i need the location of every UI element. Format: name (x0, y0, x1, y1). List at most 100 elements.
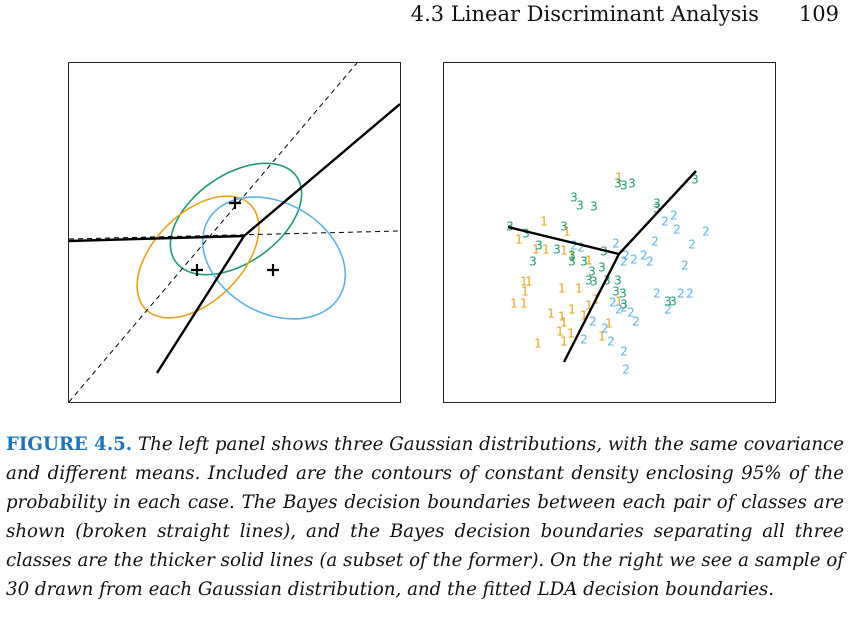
pairwise-boundary-1 (69, 63, 358, 402)
sample-point-class-3: 3 (603, 274, 611, 288)
sample-point-class-3: 3 (560, 220, 568, 234)
left-panel-plot (69, 63, 400, 402)
sample-point-class-1: 1 (540, 215, 548, 229)
sample-point-class-3: 3 (620, 298, 628, 312)
sample-point-class-1: 1 (558, 282, 566, 296)
sample-point-class-2: 2 (681, 259, 689, 273)
sample-point-class-1: 1 (567, 327, 575, 341)
sample-point-class-2: 2 (640, 249, 648, 263)
sample-point-class-3: 3 (612, 285, 620, 299)
sample-point-class-1: 1 (563, 225, 571, 239)
sample-point-class-2: 2 (688, 238, 696, 252)
sample-point-class-3: 3 (568, 249, 576, 263)
sample-point-class-3: 3 (653, 202, 661, 216)
sample-point-class-2: 2 (651, 235, 659, 249)
sample-point-class-2: 2 (620, 301, 628, 315)
running-head: 4.3 Linear Discriminant Analysis 109 (411, 2, 839, 26)
sample-point-class-3: 3 (614, 177, 622, 191)
sample-point-class-3: 3 (568, 255, 576, 269)
sample-point-class-1: 1 (558, 310, 566, 324)
left-panel (68, 62, 401, 403)
sample-point-class-2: 2 (607, 335, 615, 349)
bayes-boundary-1 (69, 234, 245, 243)
lda-boundary-3 (562, 253, 621, 363)
sample-point-class-3: 3 (580, 255, 588, 269)
sample-point-class-1: 1 (525, 275, 533, 289)
sample-point-class-1: 1 (556, 325, 564, 339)
sample-point-class-2: 2 (632, 315, 640, 329)
page-number: 109 (798, 2, 839, 26)
sample-point-class-1: 1 (534, 337, 542, 351)
sample-point-class-3: 3 (570, 191, 578, 205)
sample-point-class-1: 1 (560, 316, 568, 330)
sample-point-class-1: 1 (598, 330, 606, 344)
sample-point-class-3: 3 (669, 295, 677, 309)
sample-point-class-1: 1 (585, 299, 593, 313)
sample-point-class-2: 2 (673, 223, 681, 237)
sample-point-class-1: 1 (560, 244, 568, 258)
sample-point-class-1: 1 (532, 243, 540, 257)
sample-point-class-2: 2 (601, 322, 609, 336)
sample-point-class-3: 3 (664, 295, 672, 309)
sample-point-class-3: 3 (619, 287, 627, 301)
sample-point-class-2: 2 (653, 287, 661, 301)
sample-point-class-3: 3 (628, 177, 636, 191)
lda-boundary-1 (507, 225, 620, 256)
contour-ellipse-class-1 (136, 195, 260, 319)
sample-point-class-3: 3 (588, 265, 596, 279)
sample-point-class-1: 1 (520, 275, 528, 289)
sample-point-class-2: 2 (612, 237, 620, 251)
contour-ellipse-class-2 (201, 196, 347, 320)
sample-point-class-2: 2 (577, 241, 585, 255)
sample-point-class-3: 3 (691, 173, 699, 187)
sample-point-class-3: 3 (522, 227, 530, 241)
sample-point-class-1: 1 (510, 297, 518, 311)
sample-point-class-3: 3 (529, 255, 537, 269)
sample-point-class-2: 2 (589, 315, 597, 329)
sample-point-class-2: 2 (664, 303, 672, 317)
sample-point-class-3: 3 (590, 200, 598, 214)
mean-marker-class-1 (191, 264, 203, 276)
sample-point-class-1: 1 (520, 297, 528, 311)
sample-point-class-1: 1 (580, 309, 588, 323)
sample-point-class-3: 3 (614, 274, 622, 288)
sample-point-class-2: 2 (670, 209, 678, 223)
mean-marker-class-2 (267, 264, 279, 276)
figure-caption: FIGURE 4.5. The left panel shows three G… (6, 430, 844, 604)
caption-text: The left panel shows three Gaussian dist… (6, 434, 844, 600)
bayes-boundary-3 (155, 235, 246, 374)
right-panel: 1111111111111111111111111111112222222222… (443, 62, 776, 403)
sample-point-class-2: 2 (627, 306, 635, 320)
sample-point-class-1: 1 (575, 282, 583, 296)
sample-point-class-2: 2 (620, 345, 628, 359)
sample-point-class-1: 1 (585, 254, 593, 268)
sample-point-class-1: 1 (615, 171, 623, 185)
sample-point-class-2: 2 (646, 255, 654, 269)
pairwise-boundary-2 (69, 230, 400, 240)
sample-point-class-3: 3 (590, 275, 598, 289)
sample-point-class-1: 1 (521, 285, 529, 299)
contour-ellipse-class-3 (169, 162, 303, 276)
sample-point-class-2: 2 (570, 239, 578, 253)
sample-point-class-3: 3 (553, 243, 561, 257)
sample-point-class-1: 1 (547, 307, 555, 321)
sample-point-class-1: 1 (515, 233, 523, 247)
lda-boundary-2 (618, 170, 697, 255)
sample-point-class-3: 3 (598, 261, 606, 275)
sample-point-class-2: 2 (620, 255, 628, 269)
sample-point-class-1: 1 (542, 243, 550, 257)
sample-point-class-3: 3 (535, 239, 543, 253)
sample-point-class-2: 2 (702, 225, 710, 239)
sample-point-class-2: 2 (622, 363, 630, 377)
sample-point-class-1: 1 (568, 303, 576, 317)
sample-point-class-3: 3 (576, 199, 584, 213)
sample-point-class-3: 3 (653, 197, 661, 211)
sample-point-class-3: 3 (585, 274, 593, 288)
sample-point-class-2: 2 (630, 253, 638, 267)
sample-point-class-1: 1 (560, 335, 568, 349)
sample-point-class-1: 1 (615, 295, 623, 309)
sample-point-class-2: 2 (609, 296, 617, 310)
sample-point-class-3: 3 (620, 179, 628, 193)
bayes-boundary-2 (243, 103, 400, 237)
sample-point-class-2: 2 (686, 287, 694, 301)
